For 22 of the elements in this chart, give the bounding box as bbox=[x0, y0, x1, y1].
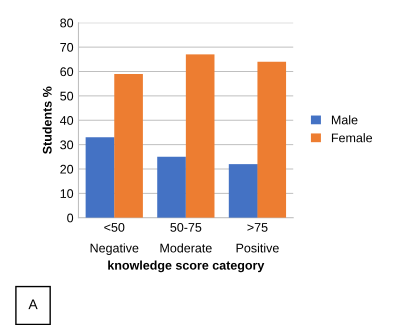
bar bbox=[114, 74, 143, 218]
bar bbox=[157, 156, 186, 218]
y-tick-label: 80 bbox=[60, 18, 74, 28]
y-tick-label: 30 bbox=[60, 140, 74, 150]
y-axis-title: Students % bbox=[42, 86, 52, 154]
legend-label: Female bbox=[332, 133, 372, 142]
y-tick-label: 70 bbox=[60, 42, 74, 52]
bar bbox=[86, 137, 114, 218]
legend-label: Male bbox=[332, 115, 358, 124]
text: A bbox=[28, 300, 38, 310]
y-tick-label: 50 bbox=[60, 92, 74, 101]
x-tick-label: 50-75 Moderate bbox=[160, 222, 212, 253]
bar bbox=[228, 164, 258, 218]
y-tick-label: 40 bbox=[60, 116, 74, 125]
y-tick-label: 60 bbox=[60, 67, 74, 76]
y-tick-label: 10 bbox=[60, 189, 74, 198]
x-axis-title: knowledge score category bbox=[108, 260, 264, 272]
bar bbox=[257, 62, 286, 218]
x-tick-label: >75 Positive bbox=[236, 223, 279, 253]
y-tick-label: 20 bbox=[60, 164, 74, 174]
y-tick-label: 0 bbox=[67, 214, 74, 222]
bar bbox=[186, 54, 214, 218]
